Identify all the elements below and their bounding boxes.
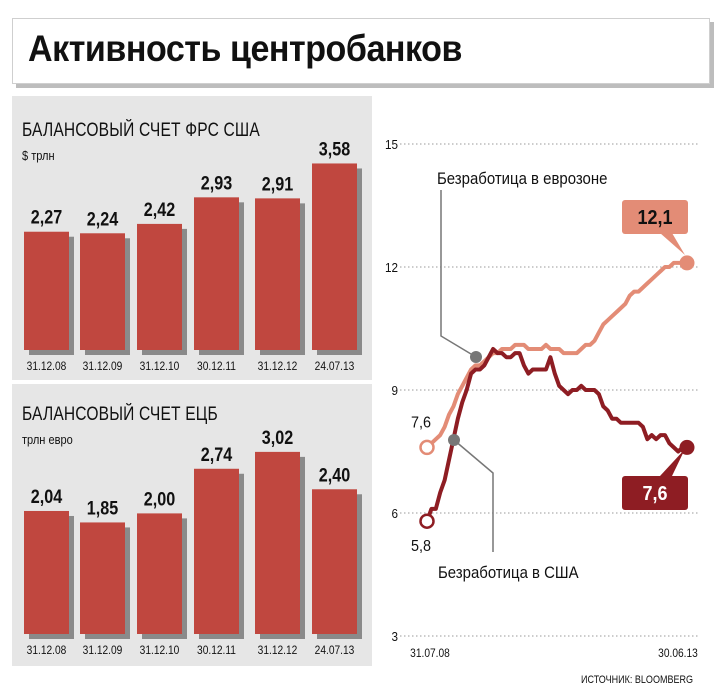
ecb-chart-title: БАЛАНСОВЫЙ СЧЕТ ЕЦБ — [22, 404, 218, 425]
fed-value-label: 2,93 — [201, 172, 233, 194]
ecb-tick-label: 31.12.09 — [83, 644, 123, 657]
x-tick-label: 31.07.08 — [410, 647, 450, 660]
fed-bar — [24, 231, 69, 350]
ecb-tick-label: 24.07.13 — [315, 644, 355, 657]
us-end-callout — [622, 476, 688, 510]
us-leader-line — [453, 439, 494, 552]
eurozone-series-label: Безработица в еврозоне — [437, 170, 608, 188]
us-start-label: 5,8 — [411, 538, 431, 556]
y-tick-label: 3 — [391, 629, 398, 644]
y-tick-label: 9 — [391, 383, 398, 398]
y-tick-label: 12 — [385, 260, 398, 275]
y-tick-label: 15 — [385, 137, 398, 152]
ecb-tick-label: 30.12.11 — [197, 644, 236, 657]
fed-tick-label: 30.12.11 — [197, 360, 236, 373]
page-title: Активность центробанков — [28, 28, 462, 69]
fed-value-label: 2,27 — [31, 206, 63, 228]
eurozone-end-marker — [679, 255, 695, 271]
ecb-bar — [194, 468, 239, 634]
ecb-value-label: 3,02 — [262, 427, 294, 449]
fed-chart-unit: $ трлн — [22, 148, 55, 163]
eurozone-end-callout — [622, 200, 688, 234]
fed-value-label: 2,91 — [262, 173, 294, 195]
eurozone-start-label: 7,6 — [411, 414, 431, 432]
fed-tick-label: 24.07.13 — [315, 360, 355, 373]
us-start-marker — [419, 513, 435, 529]
ecb-value-label: 2,74 — [201, 444, 233, 466]
fed-tick-label: 31.12.08 — [27, 360, 67, 373]
eurozone-leader-line — [440, 190, 477, 358]
fed-bar — [312, 163, 357, 350]
fed-tick-label: 31.12.09 — [83, 360, 123, 373]
ecb-value-label: 1,85 — [87, 497, 119, 519]
y-tick-label: 6 — [391, 506, 398, 521]
eurozone-unemployment-line — [425, 260, 687, 449]
ecb-bar — [137, 513, 182, 634]
ecb-bar — [255, 451, 300, 634]
source-note: ИСТОЧНИК: BLOOMBERG — [581, 674, 694, 686]
title-box — [12, 18, 710, 84]
fed-bar — [194, 197, 239, 350]
ecb-tick-label: 31.12.08 — [27, 644, 67, 657]
fed-value-label: 3,58 — [319, 138, 351, 160]
fed-bar — [137, 223, 182, 350]
us-leader-dot — [448, 434, 460, 446]
eurozone-callout-pointer — [660, 233, 685, 255]
us-callout-pointer — [660, 449, 685, 476]
eurozone-start-marker — [419, 439, 435, 456]
us-series-label: Безработица в США — [438, 564, 579, 582]
ecb-bar — [312, 489, 357, 634]
ecb-bar — [80, 522, 125, 634]
us-end-label: 7,6 — [642, 483, 667, 505]
fed-chart-title: БАЛАНСОВЫЙ СЧЕТ ФРС США — [22, 120, 260, 141]
fed-bar — [80, 233, 125, 350]
ecb-bar — [24, 510, 69, 634]
fed-bar — [255, 198, 300, 350]
us-unemployment-line — [425, 347, 687, 522]
x-tick-label: 30.06.13 — [658, 647, 698, 660]
ecb-tick-label: 31.12.12 — [258, 644, 298, 657]
fed-tick-label: 31.12.12 — [258, 360, 298, 373]
ecb-chart-unit: трлн евро — [22, 432, 73, 447]
ecb-value-label: 2,40 — [319, 464, 351, 486]
eurozone-leader-dot — [470, 351, 482, 363]
eurozone-end-label: 12,1 — [637, 207, 672, 229]
fed-value-label: 2,42 — [144, 199, 176, 221]
ecb-value-label: 2,00 — [144, 488, 176, 510]
us-end-marker — [679, 439, 695, 455]
fed-value-label: 2,24 — [87, 208, 119, 230]
ecb-value-label: 2,04 — [31, 486, 63, 508]
ecb-tick-label: 31.12.10 — [140, 644, 180, 657]
fed-tick-label: 31.12.10 — [140, 360, 180, 373]
